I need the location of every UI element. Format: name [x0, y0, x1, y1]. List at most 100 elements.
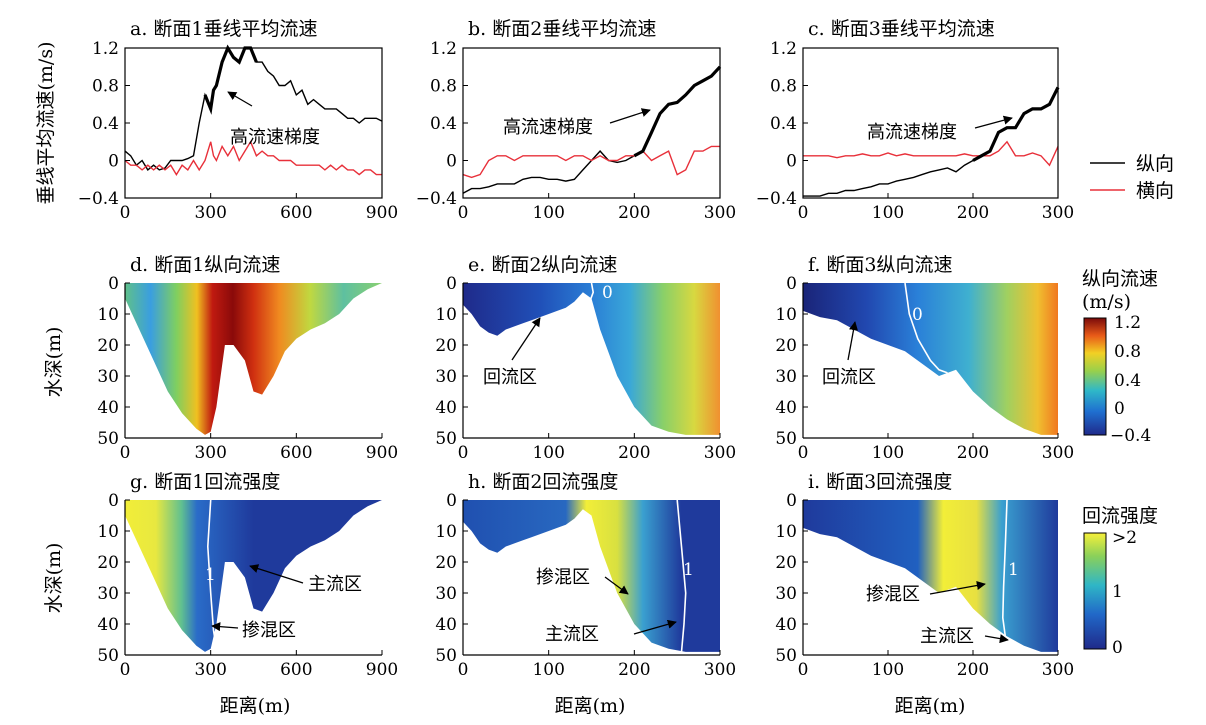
ytick-label: 20	[435, 336, 457, 356]
ytick-label: 0	[446, 491, 457, 511]
ytick-label: −0.4	[416, 189, 457, 209]
ytick-label: 40	[97, 615, 119, 635]
xtick-label: 0	[798, 660, 809, 680]
ytick-label: 30	[435, 367, 457, 387]
ytick-label: 10	[775, 305, 797, 325]
ytick-label: 20	[775, 553, 797, 573]
xtick-label: 200	[618, 660, 650, 680]
annotation-arrow	[211, 622, 239, 632]
xtick-label: 200	[957, 660, 989, 680]
annotation-high-gradient: 高流速梯度	[503, 117, 593, 138]
xtick-label: 600	[280, 443, 312, 463]
ytick-label: 50	[775, 429, 797, 449]
xtick-label: 600	[280, 203, 312, 223]
annotation-arrow	[227, 91, 253, 107]
ytick-label: 10	[97, 522, 119, 542]
colorbar-velocity-tick: 0.4	[1114, 371, 1141, 391]
colorbar-velocity: 纵向流速 (m/s) 1.2 0.8 0.4 0 −0.4	[1082, 268, 1158, 446]
contour-line	[904, 282, 948, 374]
colorbar-velocity-tick: 0.8	[1114, 342, 1141, 362]
xtick-label: 100	[532, 443, 564, 463]
contour-label: 0	[912, 305, 923, 325]
xtick-label: 300	[1042, 660, 1074, 680]
xtick-label: 100	[872, 660, 904, 680]
ytick-label: 0	[786, 274, 797, 294]
ytick-label: 20	[97, 553, 119, 573]
xtick-label: 900	[366, 443, 398, 463]
ytick-label: 20	[775, 336, 797, 356]
xtick-label: 300	[1042, 203, 1074, 223]
xtick-label: 0	[120, 203, 131, 223]
ytick-label: 30	[97, 367, 119, 387]
xtick-label: 300	[704, 443, 736, 463]
ytick-label: 20	[97, 336, 119, 356]
contour-line	[1001, 499, 1008, 637]
series-line-highlight	[972, 86, 1060, 162]
series-line-highlight	[633, 65, 722, 158]
ytick-label: 1.2	[92, 39, 119, 59]
series-line-transverse	[803, 140, 1059, 167]
xtick-label: 200	[618, 203, 650, 223]
xtick-label: 300	[704, 203, 736, 223]
annotation-high-gradient: 高流速梯度	[230, 127, 320, 148]
xtick-label: 900	[366, 660, 398, 680]
plot-frame	[124, 47, 383, 199]
ytick-label: 20	[435, 553, 457, 573]
xtick-label: 0	[458, 660, 469, 680]
series-line-transverse	[124, 140, 382, 176]
ytick-label: 10	[97, 305, 119, 325]
ytick-label: 40	[97, 398, 119, 418]
xtick-label: 100	[532, 660, 564, 680]
section-fill	[125, 283, 382, 435]
panel-title: a. 断面1垂线平均流速	[130, 18, 318, 40]
xtick-label: 0	[120, 443, 131, 463]
xtick-label: 0	[458, 443, 469, 463]
annotation-arrow	[984, 634, 1009, 644]
xtick-label: 200	[618, 443, 650, 463]
ytick-label: 0	[446, 152, 457, 172]
annotation-high-gradient: 高流速梯度	[867, 122, 957, 143]
legend-label-transverse: 横向	[1136, 180, 1174, 202]
ytick-label: 0	[446, 274, 457, 294]
annotation-label: 掺混区	[242, 620, 296, 641]
colorbar-reverse-tick: 1	[1112, 582, 1123, 602]
colorbar-reverse-tick: >2	[1112, 528, 1137, 548]
xtick-label: 300	[194, 443, 226, 463]
legend: 纵向 横向	[1090, 153, 1174, 202]
annotation-label: 主流区	[308, 574, 362, 595]
annotation-arrow	[249, 564, 304, 584]
annotation-arrow	[929, 580, 986, 595]
xlabel-i: 距离(m)	[895, 695, 966, 717]
ytick-label: 0	[786, 491, 797, 511]
colorbar-reverse-tick: 0	[1112, 638, 1123, 658]
ytick-label: 50	[435, 429, 457, 449]
section-fill	[463, 500, 720, 652]
ytick-label: 0.4	[92, 114, 119, 134]
ytick-label: 30	[775, 367, 797, 387]
ytick-label: 50	[775, 646, 797, 666]
ytick-label: 0	[108, 491, 119, 511]
annotation-label: 掺混区	[866, 584, 920, 605]
xtick-label: 300	[194, 660, 226, 680]
xtick-label: 900	[366, 203, 398, 223]
annotation-arrow	[974, 115, 1013, 129]
panel-title: b. 断面2垂线平均流速	[468, 18, 656, 40]
colorbar-velocity-unit: (m/s)	[1082, 291, 1131, 313]
panel-title: i. 断面3回流强度	[808, 471, 952, 493]
xtick-label: 200	[957, 203, 989, 223]
colorbar-reverse: 回流强度 >2 1 0	[1082, 505, 1158, 658]
ytick-label: 50	[97, 646, 119, 666]
ylabel-line: 垂线平均流速(m/s)	[35, 42, 57, 205]
ytick-label: 0.8	[92, 77, 119, 97]
annotation-arrow	[609, 108, 651, 124]
contour-label: 1	[1008, 560, 1019, 580]
annotation-arrow	[604, 576, 629, 595]
contour-label: 1	[205, 565, 216, 585]
xtick-label: 300	[704, 660, 736, 680]
